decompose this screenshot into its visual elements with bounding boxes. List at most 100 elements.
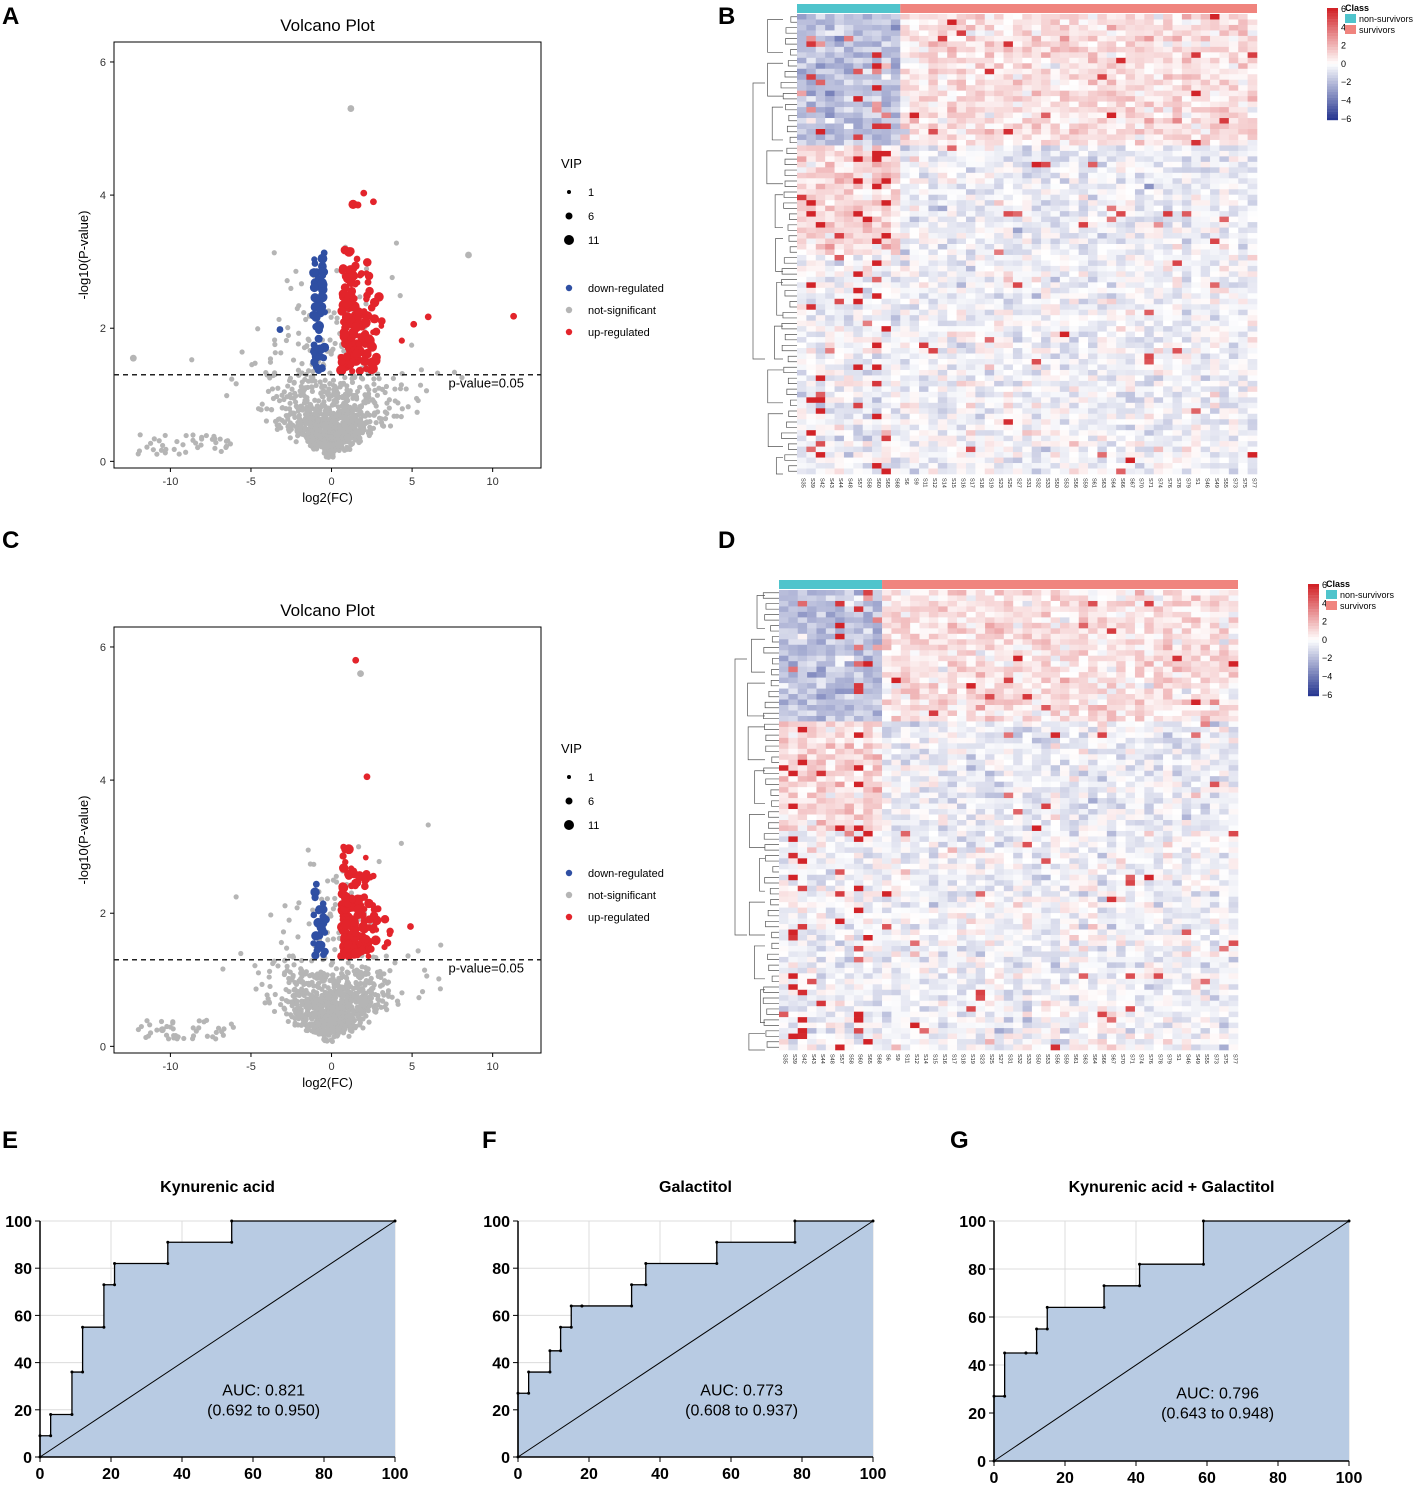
point-up-regulated: [349, 271, 359, 280]
point-not-significant: [293, 393, 299, 399]
heatmap-cell: [1116, 129, 1126, 135]
heatmap-cell: [862, 68, 873, 75]
heatmap-cell: [1191, 216, 1201, 223]
heatmap-cell: [1088, 244, 1098, 250]
heatmap-cell: [890, 178, 901, 185]
heatmap-cell: [1041, 90, 1051, 97]
heatmap-cell: [1200, 150, 1211, 157]
heatmap-cell: [1003, 134, 1014, 141]
heatmap-cell: [815, 57, 826, 64]
heatmap-cell: [956, 244, 967, 250]
heatmap-cell: [815, 74, 826, 81]
heatmap-cell: [825, 139, 835, 146]
heatmap-cell: [806, 57, 817, 64]
heatmap-cell: [872, 227, 882, 234]
heatmap-cell: [984, 298, 995, 305]
heatmap-cell: [1144, 276, 1155, 283]
heatmap-cell: [1031, 265, 1042, 272]
heatmap-cell: [1247, 260, 1258, 267]
heatmap-cell: [1088, 254, 1098, 261]
heatmap-cell: [1003, 14, 1014, 20]
heatmap-cell: [928, 24, 939, 31]
heatmap-cell: [947, 167, 957, 174]
heatmap-cell: [806, 194, 817, 201]
point-down-regulated: [319, 256, 327, 264]
point-down-regulated: [312, 363, 321, 371]
point-not-significant: [319, 1018, 325, 1024]
heatmap-cell: [881, 57, 892, 64]
heatmap-cell: [862, 178, 873, 185]
heatmap-cell: [825, 96, 835, 102]
heatmap-cell: [1125, 227, 1136, 234]
heatmap-cell: [965, 194, 976, 201]
heatmap-cell: [806, 238, 817, 245]
heatmap-cell: [1097, 41, 1108, 48]
heatmap-cell: [1144, 41, 1155, 48]
heatmap-cell: [1088, 139, 1098, 146]
heatmap-cell: [881, 101, 892, 108]
heatmap-cell: [1200, 276, 1211, 283]
heatmap-cell: [1191, 222, 1201, 228]
heatmap-cell: [1247, 134, 1258, 141]
heatmap-cell: [909, 35, 920, 42]
heatmap-cell: [1050, 79, 1061, 86]
point-up-regulated: [355, 366, 365, 375]
point-not-significant: [333, 385, 339, 392]
heatmap-cell: [1200, 63, 1211, 70]
heatmap-cell: [956, 271, 967, 278]
heatmap-cell: [984, 52, 995, 59]
point-not-significant: [211, 433, 217, 439]
heatmap-cell: [1191, 172, 1201, 179]
heatmap-cell: [909, 238, 920, 245]
heatmap-cell: [1041, 194, 1051, 201]
heatmap-cell: [909, 205, 920, 212]
heatmap-cell: [1031, 244, 1042, 250]
heatmap-cell: [890, 19, 901, 26]
heatmap-cell: [797, 265, 807, 272]
heatmap-cell: [1003, 35, 1014, 42]
heatmap-cell: [1247, 57, 1258, 64]
point-not-significant: [309, 384, 315, 391]
heatmap-cell: [853, 30, 864, 37]
heatmap-cell: [1247, 249, 1258, 256]
heatmap-cell: [1050, 90, 1061, 97]
heatmap-cell: [797, 79, 807, 86]
heatmap-cell: [797, 244, 807, 250]
point-not-significant: [289, 386, 295, 392]
heatmap-cell: [994, 35, 1004, 42]
x-tick-label: -5: [246, 1061, 256, 1073]
heatmap-cell: [1219, 227, 1230, 234]
heatmap-cell: [919, 19, 929, 26]
heatmap-cell: [900, 24, 910, 31]
heatmap-cell: [1031, 298, 1042, 305]
heatmap-cell: [1022, 167, 1032, 174]
heatmap-cell: [1012, 271, 1023, 278]
heatmap-cell: [1181, 178, 1192, 185]
heatmap-cell: [937, 200, 948, 206]
heatmap-cell: [872, 222, 882, 228]
heatmap-cell: [1003, 244, 1014, 250]
heatmap-cell: [1088, 41, 1098, 48]
heatmap-cell: [1106, 35, 1117, 42]
heatmap-cell: [1181, 238, 1192, 245]
heatmap-cell: [909, 74, 920, 81]
heatmap-cell: [1247, 85, 1258, 91]
heatmap-cell: [890, 68, 901, 75]
heatmap-cell: [1210, 134, 1220, 141]
point-not-significant: [335, 404, 341, 410]
point-not-significant: [228, 1021, 234, 1027]
heatmap-cell: [1116, 46, 1126, 53]
heatmap-cell: [947, 254, 957, 261]
heatmap-cell: [1200, 74, 1211, 81]
point-not-significant: [325, 878, 331, 884]
heatmap-cell: [1191, 205, 1201, 212]
heatmap-cell: [965, 129, 976, 135]
heatmap-cell: [862, 123, 873, 130]
heatmap-cell: [937, 183, 948, 190]
heatmap-cell: [909, 260, 920, 267]
heatmap-cell: [853, 129, 864, 135]
heatmap-cell: [1097, 74, 1108, 81]
heatmap-cell: [1125, 107, 1136, 113]
point-not-significant: [437, 986, 443, 992]
heatmap-cell: [872, 24, 882, 31]
